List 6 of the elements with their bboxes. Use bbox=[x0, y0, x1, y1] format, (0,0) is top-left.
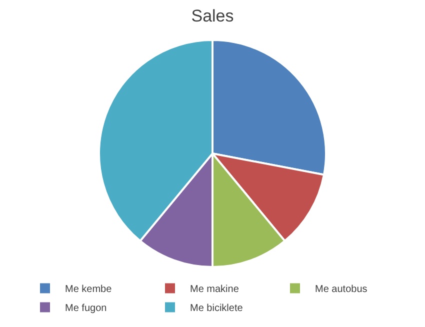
legend-label: Me kembe bbox=[65, 284, 112, 296]
legend-label: Me makine bbox=[190, 284, 240, 296]
chart-title: Sales bbox=[191, 6, 234, 26]
legend-label: Me fugon bbox=[65, 303, 107, 314]
legend-label: Me biciklete bbox=[190, 303, 244, 314]
legend-label: Me autobus bbox=[315, 284, 368, 296]
